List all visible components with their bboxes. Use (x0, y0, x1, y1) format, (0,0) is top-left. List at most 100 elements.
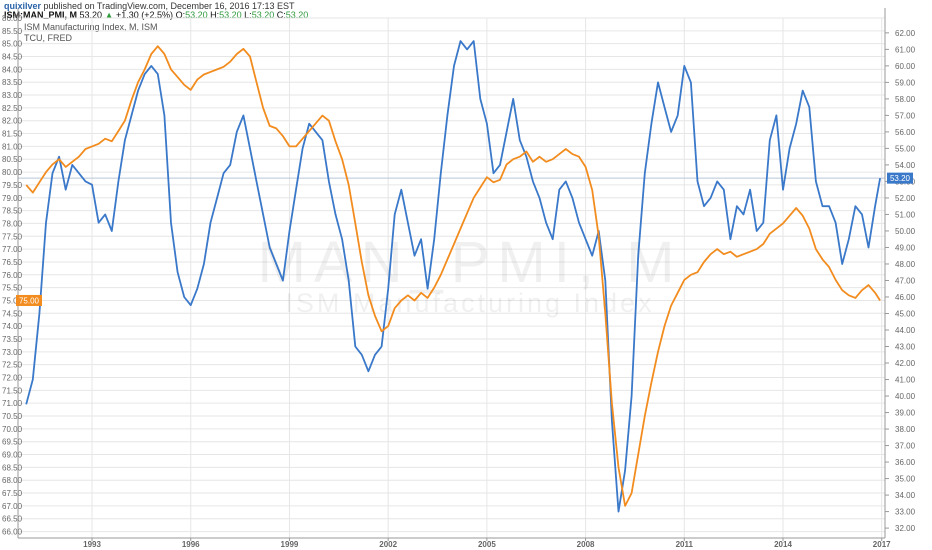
right-tick-label: 41.00 (895, 376, 916, 385)
series-line-tcu (25, 45, 881, 507)
right-tick-label: 43.00 (895, 343, 916, 352)
left-tick-label: 72.50 (2, 361, 23, 370)
publish-text: published on TradingView.com, December 1… (43, 1, 295, 11)
right-tick-label: 44.00 (895, 326, 916, 335)
right-tick-label: 32.00 (895, 524, 916, 533)
left-tick-label: 67.00 (2, 502, 23, 511)
change-value: +1.30 (+2.5%) (116, 10, 174, 20)
current-label-pmi-bg (887, 172, 913, 184)
x-tick-label: 1996 (182, 540, 200, 549)
right-tick-label: 50.00 (895, 227, 916, 236)
left-tick-label: 72.00 (2, 374, 23, 383)
left-tick-label: 86.00 (2, 14, 23, 23)
axes: 86.00 85.50 85.00 84.50 84.00 83.50 83.00 82.50… (2, 8, 916, 549)
left-tick-label: 70.50 (2, 412, 23, 421)
left-tick-label: 67.50 (2, 489, 23, 498)
right-tick-label: 54.00 (895, 161, 916, 170)
left-tick-label: 68.50 (2, 463, 23, 472)
left-tick-label: 83.00 (2, 91, 23, 100)
series (25, 40, 881, 513)
symbol-info: ISM:MAN_PMI, M 53.20 ▲ +1.30 (+2.5%) O:5… (4, 10, 308, 20)
left-tick-label: 79.50 (2, 181, 23, 190)
high-label: H: (210, 10, 220, 20)
left-tick-label: 81.50 (2, 130, 23, 139)
right-tick-label: 59.00 (895, 78, 916, 87)
right-tick-label: 37.00 (895, 442, 916, 451)
right-tick-label: 38.00 (895, 425, 916, 434)
left-tick-label: 85.00 (2, 40, 23, 49)
x-tick-label: 2017 (873, 540, 891, 549)
right-tick-label: 60.00 (895, 62, 916, 71)
series-line-pmi (25, 40, 881, 513)
watermark-description: ISM Manufacturing Index (285, 288, 654, 318)
open-value: 53.20 (185, 10, 208, 20)
left-tick-label: 69.50 (2, 438, 23, 447)
open-label: O: (175, 10, 186, 20)
right-tick-label: 55.00 (895, 144, 916, 153)
x-tick-label: 2008 (577, 540, 595, 549)
legend-series-tcu[interactable]: TCU, FRED (24, 33, 72, 43)
left-tick-label: 81.00 (2, 142, 23, 151)
left-tick-label: 80.50 (2, 155, 23, 164)
x-tick-label: 2011 (676, 540, 694, 549)
right-tick-label: 49.00 (895, 243, 916, 252)
current-value-labels: 53.20 75.00 (16, 172, 913, 306)
left-tick-label: 71.00 (2, 399, 23, 408)
right-tick-label: 36.00 (895, 458, 916, 467)
right-tick-label: 35.00 (895, 475, 916, 484)
left-tick-label: 77.50 (2, 232, 23, 241)
left-tick-label: 78.50 (2, 207, 23, 216)
x-tick-label: 2005 (478, 540, 496, 549)
legend-series-pmi[interactable]: ISM Manufacturing Index, M, ISM (24, 22, 158, 32)
left-tick-label: 70.00 (2, 425, 23, 434)
low-label: L: (244, 10, 252, 20)
x-tick-label: 2002 (379, 540, 397, 549)
right-tick-label: 47.00 (895, 276, 916, 285)
author-link[interactable]: quixilver (4, 1, 42, 11)
current-label-pmi: 53.20 (890, 174, 911, 183)
left-tick-label: 73.00 (2, 348, 23, 357)
left-tick-label: 84.50 (2, 53, 23, 62)
left-tick-label: 83.50 (2, 78, 23, 87)
right-tick-label: 61.00 (895, 45, 916, 54)
right-tick-label: 45.00 (895, 309, 916, 318)
low-value: 53.20 (251, 10, 275, 20)
high-value: 53.20 (219, 10, 242, 20)
left-tick-label: 79.00 (2, 194, 23, 203)
current-label-tcu: 75.00 (19, 296, 40, 305)
publish-info: quixilver published on TradingView.com, … (4, 1, 295, 11)
left-tick-label: 75.50 (2, 284, 23, 293)
left-tick-label: 76.50 (2, 258, 23, 267)
right-tick-label: 52.00 (895, 194, 916, 203)
left-tick-label: 66.00 (2, 528, 23, 537)
right-tick-label: 57.00 (895, 111, 916, 120)
triangle-up-icon: ▲ (104, 10, 114, 20)
left-tick-label: 75.00 (2, 296, 23, 305)
x-tick-label: 1999 (281, 540, 299, 549)
left-tick-label: 76.00 (2, 271, 23, 280)
left-tick-label: 74.00 (2, 322, 23, 331)
left-tick-label: 74.50 (2, 309, 23, 318)
left-tick-label: 69.00 (2, 451, 23, 460)
right-tick-label: 40.00 (895, 392, 916, 401)
left-tick-label: 73.50 (2, 335, 23, 344)
left-tick-label: 82.50 (2, 104, 23, 113)
left-tick-label: 78.00 (2, 219, 23, 228)
right-tick-label: 62.00 (895, 29, 916, 38)
x-tick-label: 1993 (83, 540, 101, 549)
x-tick-label: 2014 (774, 540, 792, 549)
last-value: 53.20 (79, 10, 103, 20)
close-value: 53.20 (285, 10, 309, 20)
left-tick-label: 71.50 (2, 386, 23, 395)
left-tick-label: 77.00 (2, 245, 23, 254)
right-tick-label: 58.00 (895, 95, 916, 104)
right-tick-label: 51.00 (895, 210, 916, 219)
current-label-tcu-bg (16, 294, 42, 306)
symbol-label[interactable]: ISM:MAN_PMI, M (4, 10, 77, 20)
right-tick-label: 46.00 (895, 293, 916, 302)
left-tick-label: 85.50 (2, 27, 23, 36)
right-tick-label: 33.00 (895, 508, 916, 517)
right-tick-label: 34.00 (895, 491, 916, 500)
left-tick-label: 80.00 (2, 168, 23, 177)
